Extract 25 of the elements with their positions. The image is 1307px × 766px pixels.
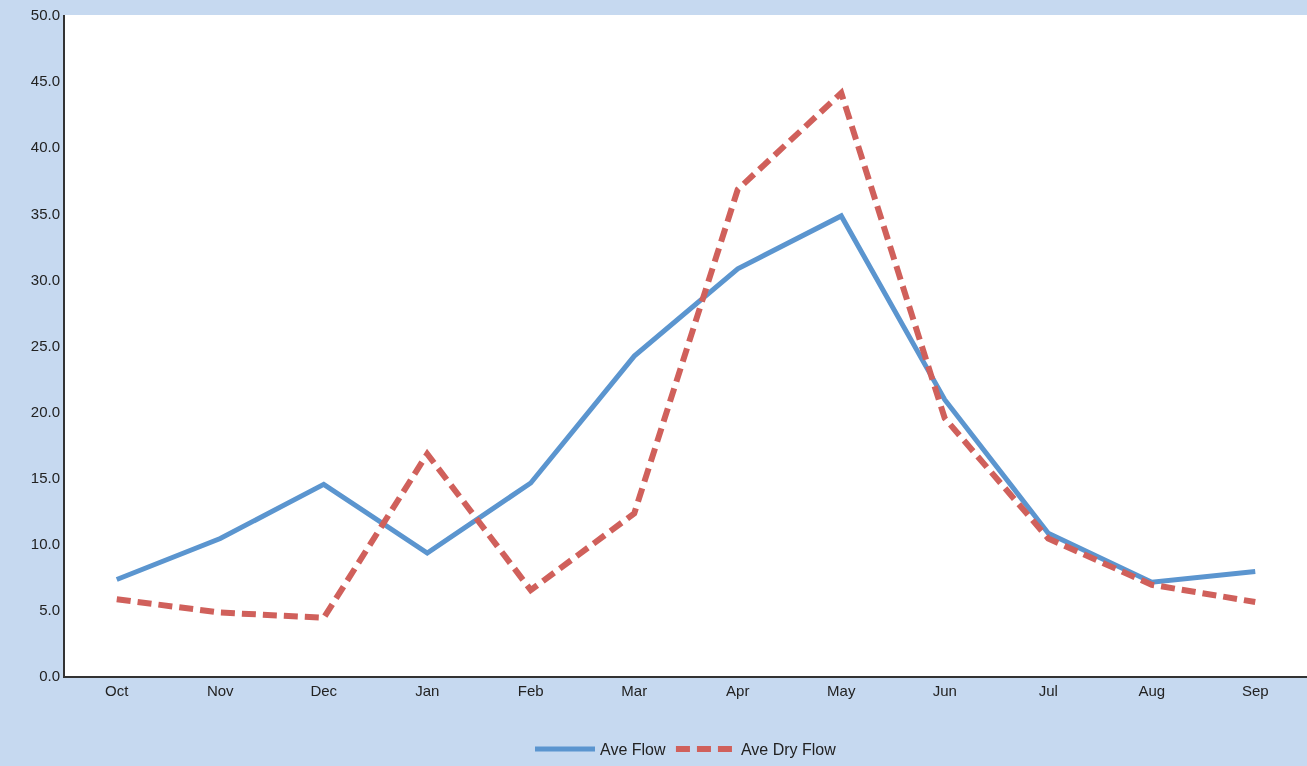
y-tick-label: 40.0 xyxy=(30,138,60,156)
y-tick-label: 15.0 xyxy=(30,468,60,486)
y-tick-label: 50.0 xyxy=(30,6,60,24)
y-tick-label: 35.0 xyxy=(30,204,60,222)
y-tick-label: 20.0 xyxy=(30,402,60,420)
x-tick-label: Sep xyxy=(1241,682,1269,699)
legend-label: Ave Flow xyxy=(600,741,666,759)
y-tick-label: 25.0 xyxy=(30,336,60,354)
x-tick-label: Aug xyxy=(1138,682,1166,699)
x-tick-label: Jun xyxy=(932,682,957,699)
x-tick-label: May xyxy=(827,682,856,699)
y-tick-label: 5.0 xyxy=(39,601,60,619)
x-tick-label: Apr xyxy=(726,682,750,699)
x-tick-label: Jul xyxy=(1038,682,1058,699)
x-tick-label: Dec xyxy=(310,682,338,699)
x-tick-label: Nov xyxy=(206,682,235,699)
x-tick-label: Feb xyxy=(517,682,544,699)
x-tick-label: Oct xyxy=(105,682,130,699)
y-tick-label: 0.0 xyxy=(39,667,60,685)
x-tick-label: Jan xyxy=(415,682,440,699)
y-tick-label: 10.0 xyxy=(30,535,60,553)
legend-label: Ave Dry Flow xyxy=(740,741,837,759)
y-tick-label: 30.0 xyxy=(30,270,60,288)
y-tick-label: 45.0 xyxy=(30,72,60,90)
x-tick-label: Mar xyxy=(621,682,648,699)
